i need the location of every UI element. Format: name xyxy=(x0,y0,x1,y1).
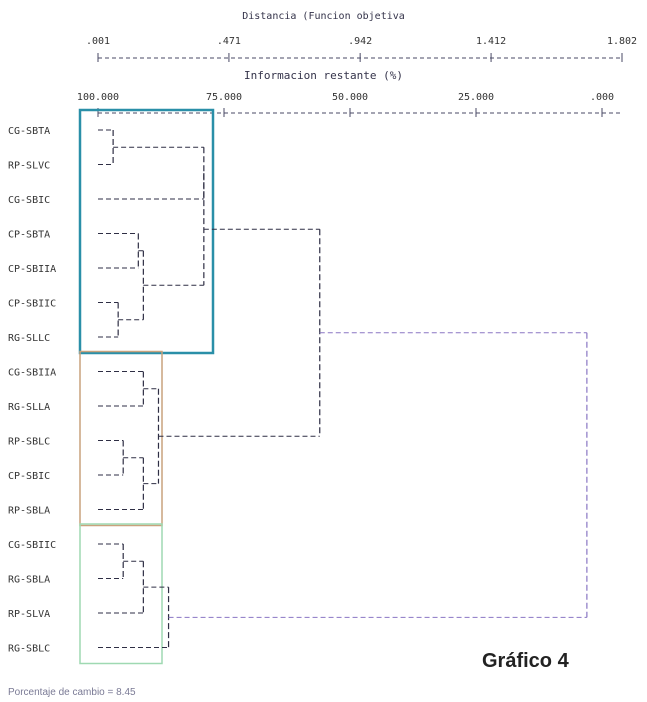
leaf-label: RG-SLLA xyxy=(8,402,50,413)
leaf-label: CP-SBTA xyxy=(8,230,50,241)
leaf-label: CG-SBTA xyxy=(8,126,50,137)
info-tick-label: 75.000 xyxy=(206,92,242,103)
leaf-label: RG-SBLC xyxy=(8,644,50,655)
distance-tick-label: 1.802 xyxy=(607,36,637,47)
figure-annotation: Gráfico 4 xyxy=(482,650,569,672)
info-tick-label: 25.000 xyxy=(458,92,494,103)
distance-tick-label: 1.412 xyxy=(476,36,506,47)
leaf-label: RG-SLLC xyxy=(8,333,50,344)
leaf-label: CG-SBIC xyxy=(8,195,50,206)
info-tick-label: 100.000 xyxy=(77,92,119,103)
chart-title: Distancia (Funcion objetiva xyxy=(242,11,405,22)
leaf-label: CG-SBIIC xyxy=(8,540,56,551)
group-box xyxy=(79,523,163,665)
info-tick-label: 50.000 xyxy=(332,92,368,103)
leaf-label: CP-SBIIA xyxy=(8,264,56,275)
distance-tick-label: .471 xyxy=(217,36,241,47)
leaf-label: RP-SLVA xyxy=(8,609,50,620)
distance-tick-label: .942 xyxy=(348,36,372,47)
leaf-label: RP-SLVC xyxy=(8,161,50,172)
info-tick-label: .000 xyxy=(590,92,614,103)
leaf-label: CG-SBIIA xyxy=(8,368,56,379)
leaf-label: RP-SBLA xyxy=(8,506,50,517)
leaf-label: RG-SBLA xyxy=(8,575,50,586)
leaf-label: CP-SBIC xyxy=(8,471,50,482)
group-box xyxy=(79,350,163,527)
leaf-label: RP-SBLC xyxy=(8,437,50,448)
distance-tick-label: .001 xyxy=(86,36,110,47)
info-axis-label: Informacion restante (%) xyxy=(244,69,403,82)
leaf-label: CP-SBIIC xyxy=(8,299,56,310)
footnote: Porcentaje de cambio = 8.45 xyxy=(8,687,136,698)
group-box xyxy=(78,108,215,355)
